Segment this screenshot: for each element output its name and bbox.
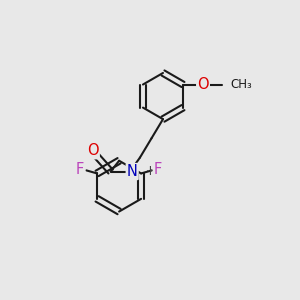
- Text: F: F: [76, 162, 84, 177]
- Text: F: F: [154, 162, 162, 177]
- Text: O: O: [87, 143, 99, 158]
- Text: ·H: ·H: [145, 165, 158, 178]
- Text: O: O: [197, 77, 209, 92]
- Text: CH₃: CH₃: [230, 78, 252, 91]
- Text: N: N: [127, 164, 138, 179]
